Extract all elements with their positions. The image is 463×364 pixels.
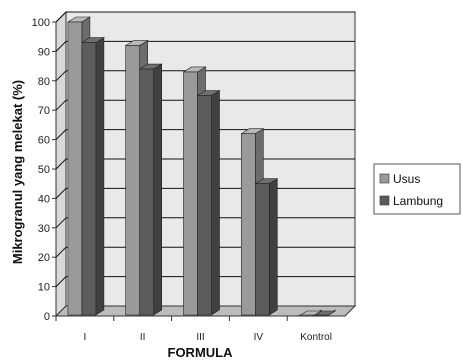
y-tick-label: 60 [38,135,50,147]
gridline-side [55,129,67,140]
bar-front [139,68,154,316]
y-tick-label: 80 [38,76,50,88]
y-tick-label: 90 [38,46,50,58]
x-tick-label: I [84,332,87,343]
bar-front [81,42,97,316]
bar-side [95,37,105,316]
bar-lambung-1 [80,37,105,316]
bar-front [67,21,83,316]
y-tick-label: 10 [38,282,50,294]
gridline-side [55,70,67,82]
y-tick-label: 20 [38,252,50,264]
bar-side [153,63,162,316]
bar-front [312,314,328,317]
gridline-side [55,158,67,170]
legend-box [373,163,461,215]
bar-front [125,45,140,316]
bar-front [197,95,212,316]
bar-side [211,89,220,316]
legend-label-usus: Usus [393,172,420,186]
y-tick-label: 40 [38,193,50,205]
y-tick-label: 30 [38,223,50,235]
bar-lambung-3 [196,89,221,316]
x-tick-label: III [196,332,204,343]
legend: Usus Lambung [373,163,461,215]
bar-front [183,71,198,316]
gridline-side [55,246,67,258]
bar-front [298,314,314,317]
x-tick-label: Kontrol [300,332,332,343]
gridline-side [55,217,67,229]
y-tick-label: 0 [44,311,50,323]
gridline-side [55,11,67,23]
x-tick-label: II [140,332,146,343]
bar-lambung-5 [312,309,337,317]
y-tick-label: 100 [32,17,50,29]
bar-side [268,178,278,316]
bar-front [241,133,256,316]
gridline-side [55,41,67,52]
y-tick-label: 50 [38,164,50,176]
y-axis-title: Mikrogranul yang melekat (%) [10,80,25,264]
gridline-side [55,276,67,287]
bar-front [255,183,270,316]
bar-lambung-4 [254,178,279,316]
gridline-side [55,188,67,199]
x-axis-title: FORMULA [168,345,234,360]
x-tick-label: IV [254,332,264,343]
gridline-side [55,99,67,111]
legend-swatch-usus [379,173,390,184]
legend-swatch-lambung [379,195,390,206]
bar-lambung-2 [138,63,163,316]
bars [66,16,337,317]
y-tick-label: 70 [38,105,50,117]
legend-label-lambung: Lambung [393,194,443,208]
